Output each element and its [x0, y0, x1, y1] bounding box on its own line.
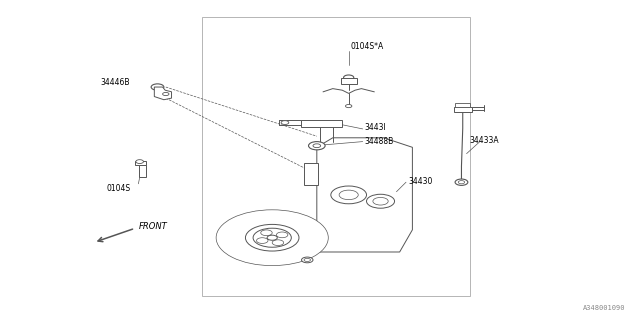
- Text: 0104S*A: 0104S*A: [351, 42, 384, 51]
- Circle shape: [331, 186, 367, 204]
- Text: 34433A: 34433A: [470, 136, 499, 145]
- Text: 34488B: 34488B: [365, 137, 394, 146]
- Circle shape: [136, 160, 143, 164]
- Bar: [454, 107, 472, 112]
- Bar: [134, 161, 146, 165]
- Circle shape: [281, 121, 289, 124]
- Polygon shape: [154, 87, 172, 100]
- Bar: [301, 120, 342, 127]
- Bar: [455, 103, 470, 107]
- Text: FRONT: FRONT: [138, 222, 167, 231]
- Circle shape: [458, 180, 465, 184]
- Circle shape: [276, 232, 288, 238]
- Circle shape: [163, 92, 169, 96]
- Circle shape: [304, 258, 310, 261]
- Circle shape: [253, 228, 291, 247]
- Circle shape: [308, 142, 325, 150]
- Text: 34430: 34430: [408, 177, 432, 186]
- Circle shape: [237, 220, 307, 255]
- Circle shape: [260, 230, 272, 236]
- Circle shape: [234, 219, 310, 257]
- Circle shape: [344, 75, 354, 80]
- Circle shape: [346, 105, 352, 108]
- Text: 34446B: 34446B: [100, 78, 130, 87]
- Circle shape: [257, 238, 268, 244]
- Text: A348001090: A348001090: [584, 305, 626, 311]
- Circle shape: [231, 217, 313, 258]
- Circle shape: [313, 144, 321, 148]
- Text: 0104S: 0104S: [106, 184, 131, 193]
- Circle shape: [373, 197, 388, 205]
- Bar: [202, 17, 470, 296]
- Circle shape: [219, 211, 325, 264]
- Circle shape: [267, 235, 277, 240]
- Circle shape: [151, 84, 164, 90]
- Circle shape: [222, 213, 323, 263]
- Circle shape: [246, 224, 299, 251]
- Circle shape: [301, 257, 313, 263]
- Circle shape: [216, 210, 328, 266]
- Circle shape: [367, 194, 394, 208]
- Circle shape: [225, 214, 319, 261]
- Circle shape: [339, 190, 358, 200]
- Bar: [304, 163, 318, 185]
- Bar: [139, 165, 146, 178]
- Circle shape: [228, 216, 316, 260]
- Polygon shape: [317, 138, 412, 252]
- Text: 3443I: 3443I: [365, 123, 387, 132]
- Circle shape: [455, 179, 468, 185]
- Circle shape: [272, 240, 284, 245]
- Bar: [341, 77, 357, 84]
